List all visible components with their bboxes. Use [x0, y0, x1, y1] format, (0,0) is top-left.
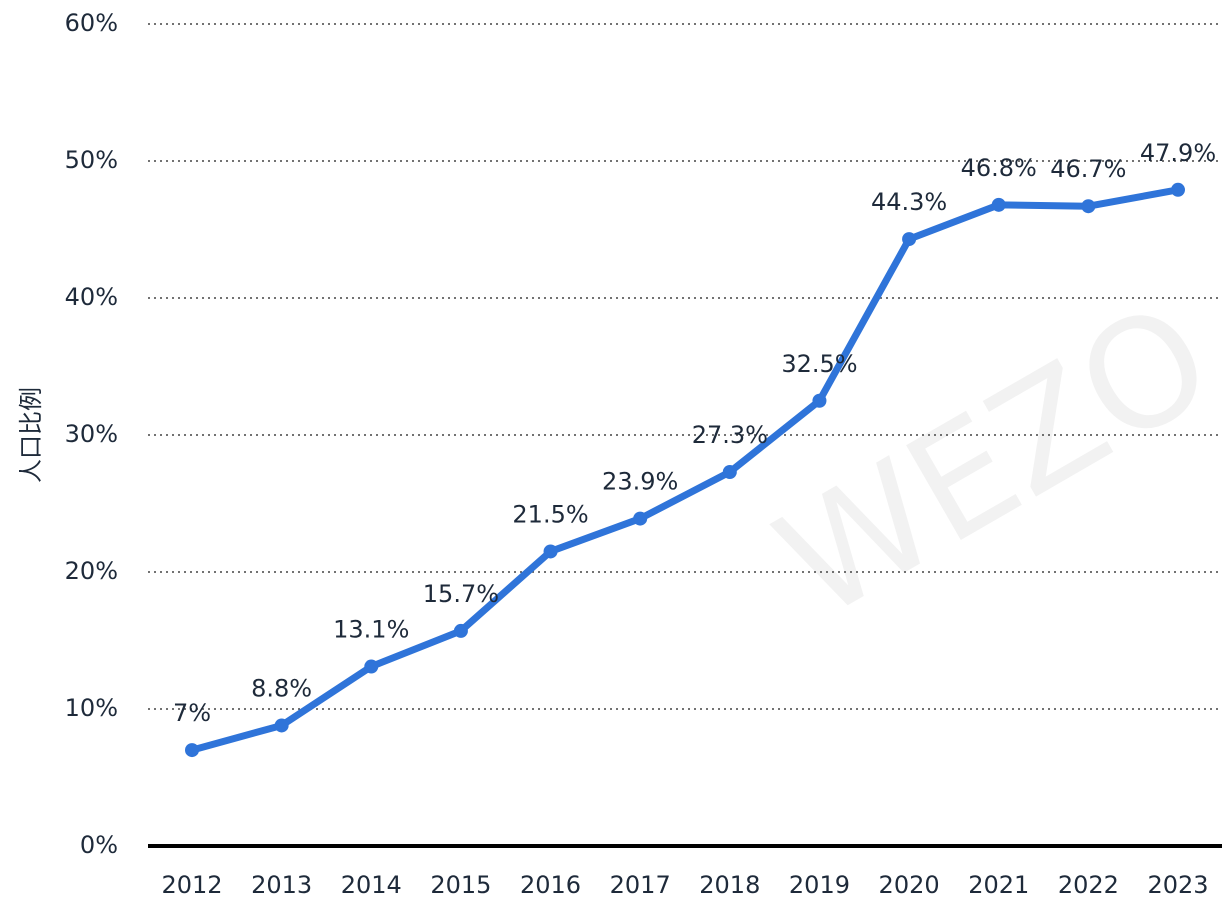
x-tick-label: 2013: [251, 871, 312, 899]
y-tick-label: 10%: [65, 694, 118, 722]
x-tick-label: 2017: [610, 871, 671, 899]
x-tick-label: 2019: [789, 871, 850, 899]
x-tick-label: 2023: [1147, 871, 1208, 899]
data-label: 44.3%: [871, 188, 947, 216]
data-label: 7%: [173, 699, 211, 727]
y-axis-title: 人口比例: [17, 387, 45, 483]
data-point: [274, 718, 289, 733]
y-tick-label: 40%: [65, 283, 118, 311]
data-point: [812, 393, 827, 408]
data-label: 27.3%: [692, 421, 768, 449]
data-label: 47.9%: [1140, 139, 1216, 167]
y-tick-label: 0%: [80, 831, 118, 859]
data-label: 32.5%: [781, 350, 857, 378]
x-tick-label: 2018: [699, 871, 760, 899]
data-point: [902, 232, 917, 247]
data-point: [991, 197, 1006, 212]
data-label: 21.5%: [512, 500, 588, 528]
x-tick-label: 2015: [430, 871, 491, 899]
data-point: [453, 623, 468, 638]
y-tick-label: 30%: [65, 420, 118, 448]
data-point: [722, 464, 737, 479]
x-tick-label: 2022: [1058, 871, 1119, 899]
x-tick-label: 2012: [161, 871, 222, 899]
data-point: [543, 544, 558, 559]
data-label: 13.1%: [333, 616, 409, 644]
data-point: [185, 743, 199, 758]
y-tick-label: 60%: [65, 9, 118, 37]
data-point: [1081, 199, 1096, 214]
data-point: [1171, 182, 1185, 197]
x-tick-label: 2016: [520, 871, 581, 899]
data-label: 15.7%: [423, 580, 499, 608]
data-point: [633, 511, 648, 526]
watermark: WEZO: [751, 270, 1225, 653]
data-label: 46.7%: [1050, 155, 1126, 183]
y-tick-label: 50%: [65, 146, 118, 174]
y-tick-label: 20%: [65, 557, 118, 585]
data-label: 8.8%: [251, 674, 312, 702]
series-line: [191, 186, 1179, 754]
x-tick-label: 2021: [968, 871, 1029, 899]
data-label: 46.8%: [961, 154, 1037, 182]
data-point: [364, 659, 379, 674]
x-tick-label: 2020: [879, 871, 940, 899]
data-label: 23.9%: [602, 468, 678, 496]
x-tick-label: 2014: [341, 871, 402, 899]
